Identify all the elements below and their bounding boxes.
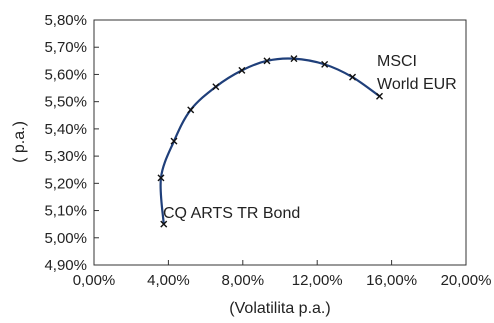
annotation-msci-line1: MSCI <box>377 53 417 70</box>
data-point <box>212 83 220 91</box>
data-point <box>349 73 357 81</box>
y-tick-label: 5,50% <box>44 94 87 111</box>
x-tick-label: 16,00% <box>366 272 417 289</box>
y-axis-ticks: 4,90% 5,00% 5,10% 5,20% 5,30% 5,40% 5,50% 5,60%… <box>44 12 99 274</box>
data-point <box>238 66 246 74</box>
y-tick-label: 4,90% <box>44 257 87 274</box>
data-point <box>376 92 384 100</box>
annotation-msci-line2: World EUR <box>377 76 457 93</box>
data-point <box>263 57 271 65</box>
y-tick-label: 5,00% <box>44 230 87 247</box>
data-point <box>170 137 178 145</box>
data-point <box>321 60 329 68</box>
x-axis-ticks: 0,00% 4,00% 8,00% 12,00% 16,00% 20,00% <box>73 260 492 289</box>
data-point <box>290 55 298 63</box>
plot-frame <box>93 19 467 266</box>
y-axis-title: ( p.a.) <box>11 121 28 163</box>
y-tick-label: 5,80% <box>44 12 87 29</box>
frontier-markers <box>157 55 384 228</box>
data-point <box>187 106 195 114</box>
x-tick-label: 20,00% <box>441 272 492 289</box>
x-tick-label: 0,00% <box>73 272 116 289</box>
y-tick-label: 5,70% <box>44 39 87 56</box>
frontier-curve <box>159 57 381 225</box>
x-tick-label: 12,00% <box>292 272 343 289</box>
y-tick-label: 5,40% <box>44 121 87 138</box>
x-tick-label: 8,00% <box>222 272 265 289</box>
annotation-bond: CQ ARTS TR Bond <box>163 205 300 222</box>
y-tick-label: 5,30% <box>44 148 87 165</box>
y-tick-label: 5,60% <box>44 66 87 83</box>
y-tick-label: 5,10% <box>44 203 87 220</box>
data-point <box>157 174 165 182</box>
y-tick-label: 5,20% <box>44 175 87 192</box>
x-axis-title: (Volatilita p.a.) <box>229 300 330 317</box>
data-point <box>160 220 168 228</box>
x-tick-label: 4,00% <box>147 272 190 289</box>
